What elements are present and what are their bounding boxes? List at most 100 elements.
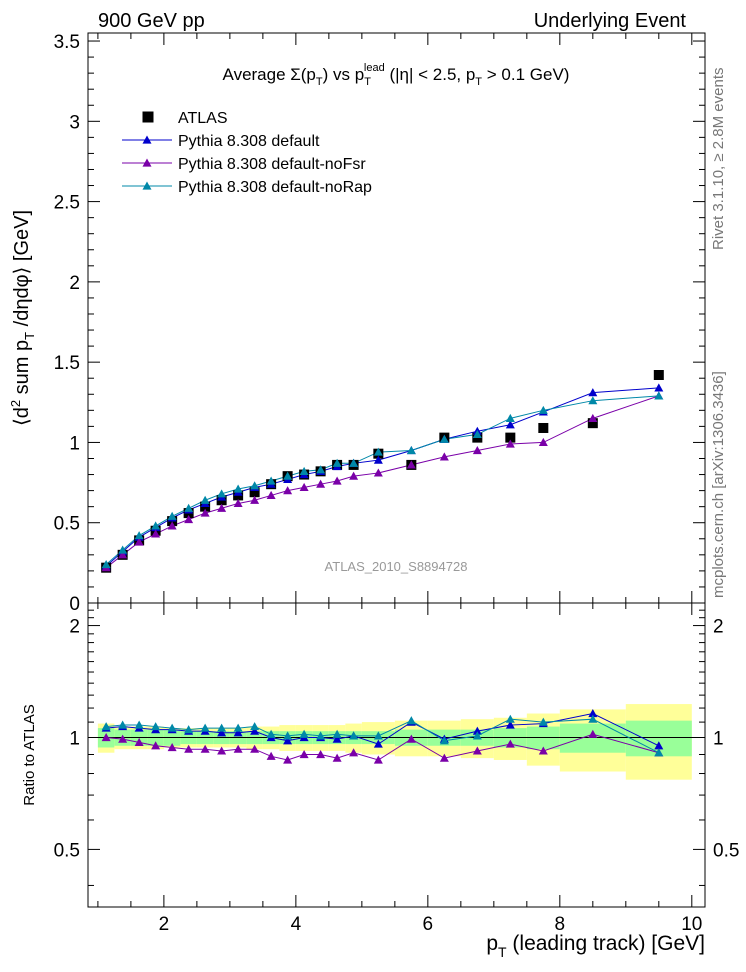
ratio-point xyxy=(332,753,342,762)
ratio-point xyxy=(332,734,342,743)
data-point-mc xyxy=(373,447,383,456)
ratio-point xyxy=(250,744,260,753)
data-point-mc xyxy=(505,439,515,448)
data-point-mc xyxy=(101,559,111,569)
x-axis-label: pT (leading track) [GeV] xyxy=(486,932,705,960)
data-point-mc xyxy=(654,383,664,392)
ratio-point xyxy=(134,737,144,747)
legend-marker xyxy=(142,135,152,144)
ratio-point xyxy=(283,731,293,740)
ratio-point xyxy=(200,723,210,732)
ratio-point xyxy=(439,736,449,745)
data-point-mc xyxy=(588,388,598,397)
ratio-y-tick-label-right: 2 xyxy=(713,617,724,638)
y-tick-label: 3.5 xyxy=(54,32,80,53)
ratio-panel: 0.5 0.5 1 1 2 2 2 4 6 8 10 Ratio to ATLAS xyxy=(21,602,739,935)
data-point-mc xyxy=(505,413,515,422)
series-line xyxy=(105,387,659,567)
ratio-point xyxy=(217,728,227,737)
data-point-mc xyxy=(406,460,416,469)
legend-label: Pythia 8.308 default-noRap xyxy=(178,179,372,196)
data-point-mc xyxy=(538,437,548,447)
data-point-mc xyxy=(373,455,383,464)
data-point-mc xyxy=(184,503,194,512)
data-point-mc xyxy=(299,482,309,491)
x-tick-label: 10 xyxy=(681,914,702,935)
ratio-point xyxy=(151,741,161,750)
data-point-atlas xyxy=(505,432,516,443)
data-point-mc xyxy=(200,495,210,504)
ratio-series-line xyxy=(106,718,660,754)
x-tick-label: 4 xyxy=(291,914,302,935)
ratio-point xyxy=(373,755,383,764)
rivet-label: Rivet 3.1.10, ≥ 2.8M events xyxy=(710,68,727,251)
data-point-mc xyxy=(151,529,161,538)
ratio-point xyxy=(233,723,243,732)
series-line xyxy=(105,395,659,565)
x-tick-label: 2 xyxy=(159,914,170,935)
data-point-mc xyxy=(283,486,293,495)
analysis-id: ATLAS_2010_S8894728 xyxy=(325,559,468,574)
data-point-mc xyxy=(406,445,416,455)
data-point-atlas xyxy=(249,487,260,498)
ratio-point xyxy=(118,720,128,729)
ratio-point xyxy=(332,729,342,738)
data-point-mc xyxy=(266,476,276,485)
data-point-mc xyxy=(118,545,128,554)
ratio-point xyxy=(349,731,359,740)
x-tick-label: 8 xyxy=(555,914,566,935)
ratio-point xyxy=(184,744,194,753)
data-point-mc xyxy=(332,476,342,485)
ratio-point xyxy=(184,725,194,734)
ratio-point xyxy=(406,734,416,743)
ratio-y-tick-label-right: 1 xyxy=(713,728,724,749)
ratio-point xyxy=(316,731,326,740)
data-point-mc xyxy=(266,490,276,500)
data-point-mc xyxy=(316,479,326,488)
ratio-point xyxy=(283,755,293,764)
ratio-point xyxy=(373,739,383,748)
data-point-mc xyxy=(588,396,598,405)
ratio-point xyxy=(588,709,598,718)
data-point-mc xyxy=(505,420,515,429)
data-point-mc xyxy=(472,429,482,439)
data-point-mc xyxy=(588,413,598,422)
ratio-y-tick-label: 2 xyxy=(69,617,80,638)
data-point-mc xyxy=(349,458,359,467)
data-point-atlas xyxy=(538,422,549,433)
legend-label: Pythia 8.308 default-noFsr xyxy=(178,156,366,173)
data-point-mc xyxy=(167,521,177,530)
data-point-mc xyxy=(250,495,260,504)
data-point-mc xyxy=(217,489,227,498)
ratio-point xyxy=(472,746,482,755)
data-point-mc xyxy=(134,531,144,540)
header-right: Underlying Event xyxy=(534,10,687,32)
ratio-point xyxy=(654,741,664,750)
ratio-point xyxy=(101,732,111,742)
ratio-point xyxy=(200,744,210,753)
ratio-point xyxy=(588,729,598,738)
ratio-point xyxy=(588,714,598,723)
y-tick-label: 1.5 xyxy=(54,353,80,374)
ratio-point xyxy=(250,722,260,731)
ratio-point xyxy=(538,746,548,755)
ratio-point xyxy=(118,734,128,743)
ratio-point xyxy=(472,731,482,740)
ratio-point xyxy=(167,723,177,732)
ratio-point xyxy=(538,717,548,726)
y-tick-label: 0 xyxy=(69,594,80,615)
data-point-mc xyxy=(167,511,177,520)
y-tick-label: 2.5 xyxy=(54,193,80,214)
data-point-mc xyxy=(373,468,383,477)
data-point-atlas xyxy=(587,418,598,429)
mcplots-label: mcplots.cern.ch [arXiv:1306.3436] xyxy=(710,371,727,598)
data-point-mc xyxy=(538,405,548,414)
y-tick-label: 3 xyxy=(69,112,80,133)
ratio-point xyxy=(406,716,416,725)
ratio-point xyxy=(217,723,227,732)
ratio-point xyxy=(472,726,482,735)
ratio-point xyxy=(266,729,276,738)
ratio-point xyxy=(299,729,309,738)
data-point-mc xyxy=(118,550,128,559)
